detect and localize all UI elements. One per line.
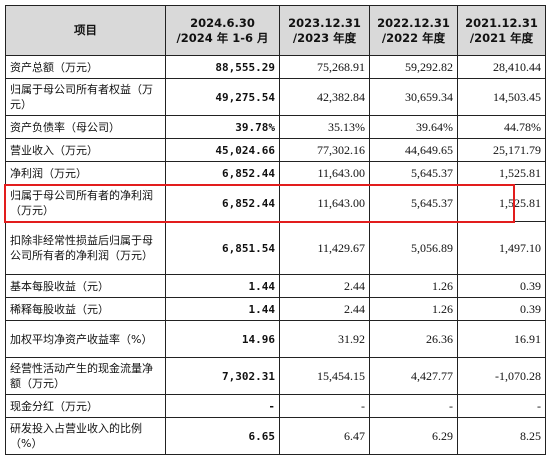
table-row-highlighted: 归属于母公司所有者的净利润（万元） 6,852.44 11,643.00 5,6…: [5, 184, 546, 222]
header-item: 项目: [5, 5, 166, 56]
row-label: 营业收入（万元）: [5, 138, 166, 162]
row-label: 资产负债率（母公司）: [5, 115, 166, 139]
table-row: 营业收入（万元） 45,024.66 77,302.16 44,649.65 2…: [5, 138, 546, 162]
table-header-row: 项目 2024.6.30/2024 年 1-6 月 2023.12.31/202…: [5, 5, 546, 56]
cell-value: 7,302.31: [165, 357, 280, 395]
cell-value: 6.65: [165, 417, 280, 455]
table-row: 基本每股收益（元） 1.44 2.44 1.26 0.39: [5, 274, 546, 298]
cell-value: 26.36: [369, 320, 458, 358]
row-label: 净利润（万元）: [5, 161, 166, 185]
cell-value: 75,268.91: [279, 55, 370, 79]
cell-value: 5,056.89: [369, 221, 458, 275]
cell-value: 4,427.77: [369, 357, 458, 395]
header-col-2022: 2022.12.31/2022 年度: [369, 5, 458, 56]
cell-value: 5,645.37: [369, 184, 458, 222]
row-label: 研发投入占营业收入的比例（%）: [5, 417, 166, 455]
financial-table-container: 项目 2024.6.30/2024 年 1-6 月 2023.12.31/202…: [5, 5, 546, 455]
row-label: 归属于母公司所有者的净利润（万元）: [5, 184, 166, 222]
cell-value: 16.91: [457, 320, 546, 358]
cell-value: 2.44: [279, 274, 370, 298]
header-col-2021-line2: /2021 年度: [469, 30, 534, 45]
cell-value: 59,292.82: [369, 55, 458, 79]
cell-value: 77,302.16: [279, 138, 370, 162]
cell-value: -: [369, 394, 458, 418]
cell-value: 8.25: [457, 417, 546, 455]
cell-value: -: [165, 394, 280, 418]
cell-value: 15,454.15: [279, 357, 370, 395]
table-row: 研发投入占营业收入的比例（%） 6.65 6.47 6.29 8.25: [5, 417, 546, 455]
header-col-2024h1-line2: /2024 年 1-6 月: [176, 30, 269, 45]
header-col-2023-line1: 2023.12.31: [288, 15, 361, 30]
header-col-2023: 2023.12.31/2023 年度: [279, 5, 370, 56]
table-row: 扣除非经常性损益后归属于母公司所有者的净利润（万元） 6,851.54 11,4…: [5, 221, 546, 275]
cell-value: 1,525.81: [457, 161, 546, 185]
cell-value: -: [279, 394, 370, 418]
financial-table: 项目 2024.6.30/2024 年 1-6 月 2023.12.31/202…: [5, 5, 546, 455]
cell-value: 0.39: [457, 274, 546, 298]
table-row: 经营性活动产生的现金流量净额（万元） 7,302.31 15,454.15 4,…: [5, 357, 546, 395]
header-col-2024h1: 2024.6.30/2024 年 1-6 月: [165, 5, 280, 56]
cell-value: 6,851.54: [165, 221, 280, 275]
cell-value: 39.78%: [165, 115, 280, 139]
row-label: 资产总额（万元）: [5, 55, 166, 79]
cell-value: 2.44: [279, 297, 370, 321]
header-col-2022-line2: /2022 年度: [381, 30, 446, 45]
cell-value: 6,852.44: [165, 184, 280, 222]
table-row: 稀释每股收益（元） 1.44 2.44 1.26 0.39: [5, 297, 546, 321]
cell-value: 44.78%: [457, 115, 546, 139]
cell-value: 39.64%: [369, 115, 458, 139]
cell-value: 1.44: [165, 274, 280, 298]
header-col-2022-line1: 2022.12.31: [377, 15, 450, 30]
cell-value: 1.26: [369, 297, 458, 321]
cell-value: 49,275.54: [165, 78, 280, 116]
table-row: 现金分红（万元） - - - -: [5, 394, 546, 418]
table-row: 净利润（万元） 6,852.44 11,643.00 5,645.37 1,52…: [5, 161, 546, 185]
row-label: 归属于母公司所有者权益（万元）: [5, 78, 166, 116]
row-label: 加权平均净资产收益率（%）: [5, 320, 166, 358]
cell-value: 35.13%: [279, 115, 370, 139]
header-col-2021-line1: 2021.12.31: [465, 15, 538, 30]
cell-value: 6.29: [369, 417, 458, 455]
cell-value: 45,024.66: [165, 138, 280, 162]
row-label: 经营性活动产生的现金流量净额（万元）: [5, 357, 166, 395]
cell-value: 6,852.44: [165, 161, 280, 185]
table-row: 资产负债率（母公司） 39.78% 35.13% 39.64% 44.78%: [5, 115, 546, 139]
cell-value: 30,659.34: [369, 78, 458, 116]
cell-value: 28,410.44: [457, 55, 546, 79]
cell-value: 44,649.65: [369, 138, 458, 162]
cell-value: 11,643.00: [279, 161, 370, 185]
row-label: 扣除非经常性损益后归属于母公司所有者的净利润（万元）: [5, 221, 166, 275]
cell-value: 6.47: [279, 417, 370, 455]
cell-value: 31.92: [279, 320, 370, 358]
header-col-2023-line2: /2023 年度: [292, 30, 357, 45]
cell-value: 14,503.45: [457, 78, 546, 116]
row-label: 基本每股收益（元）: [5, 274, 166, 298]
cell-value: 1.44: [165, 297, 280, 321]
cell-value: 1,525.81: [457, 184, 546, 222]
cell-value: 11,643.00: [279, 184, 370, 222]
cell-value: 1,497.10: [457, 221, 546, 275]
cell-value: 5,645.37: [369, 161, 458, 185]
cell-value: 88,555.29: [165, 55, 280, 79]
cell-value: 14.96: [165, 320, 280, 358]
table-row: 加权平均净资产收益率（%） 14.96 31.92 26.36 16.91: [5, 320, 546, 358]
cell-value: 0.39: [457, 297, 546, 321]
row-label: 稀释每股收益（元）: [5, 297, 166, 321]
cell-value: 1.26: [369, 274, 458, 298]
cell-value: 42,382.84: [279, 78, 370, 116]
cell-value: -: [457, 394, 546, 418]
cell-value: 25,171.79: [457, 138, 546, 162]
row-label: 现金分红（万元）: [5, 394, 166, 418]
table-row: 归属于母公司所有者权益（万元） 49,275.54 42,382.84 30,6…: [5, 78, 546, 116]
header-col-2021: 2021.12.31/2021 年度: [457, 5, 546, 56]
header-col-2024h1-line1: 2024.6.30: [190, 15, 255, 30]
cell-value: 11,429.67: [279, 221, 370, 275]
table-row: 资产总额（万元） 88,555.29 75,268.91 59,292.82 2…: [5, 55, 546, 79]
cell-value: -1,070.28: [457, 357, 546, 395]
